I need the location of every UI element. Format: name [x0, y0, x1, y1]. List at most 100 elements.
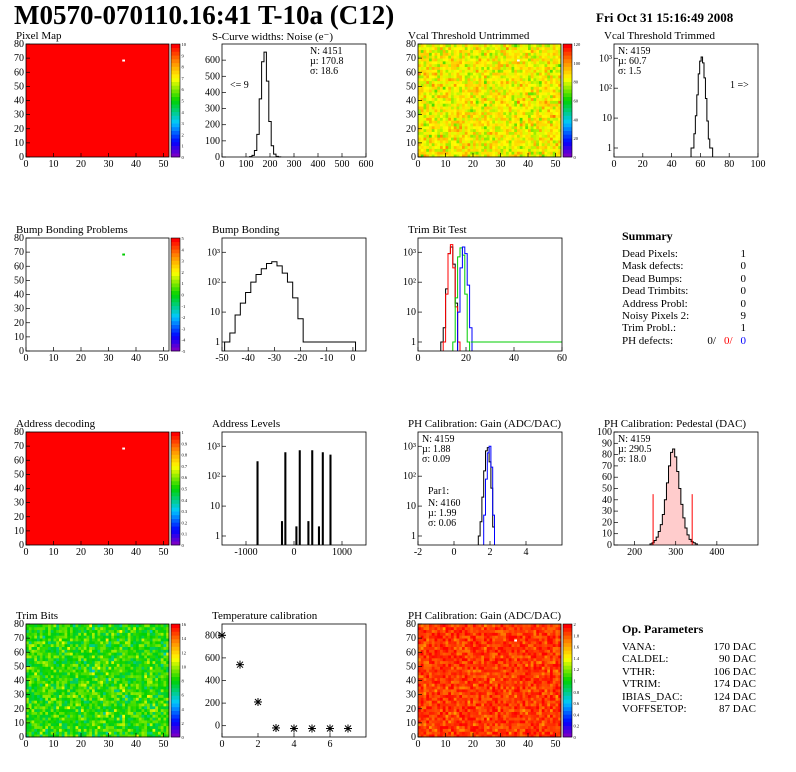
heatmap-cell: [67, 652, 71, 656]
heatmap-cell: [61, 680, 65, 684]
heatmap-cell: [437, 128, 441, 132]
x-tick-label: 0: [220, 739, 225, 750]
heatmap-cell: [418, 677, 422, 681]
heatmap-cell: [141, 686, 145, 690]
heatmap-cell: [31, 691, 35, 696]
heatmap-cell: [519, 131, 523, 135]
heatmap-cell: [429, 75, 433, 79]
heatmap-cell: [119, 655, 123, 659]
heatmap-cell: [166, 720, 170, 724]
heatmap-cell: [116, 660, 120, 664]
heatmap-cell: [147, 624, 151, 628]
heatmap-cell: [420, 114, 424, 118]
heatmap-cell: [462, 151, 466, 155]
heatmap-cell: [492, 60, 496, 65]
heatmap-cell: [519, 100, 523, 104]
heatmap-cell: [423, 86, 427, 90]
heatmap-cell: [456, 94, 460, 99]
heatmap-cell: [536, 100, 540, 104]
heatmap-cell: [437, 92, 441, 96]
heatmap-cell: [103, 720, 107, 724]
heatmap-cell: [34, 711, 38, 715]
heatmap-cell: [517, 111, 521, 116]
heatmap-cell: [475, 111, 479, 116]
heatmap-cell: [72, 731, 76, 735]
heatmap-cell: [467, 86, 471, 90]
heatmap-cell: [108, 680, 112, 684]
heatmap-cell: [111, 674, 115, 679]
heatmap-cell: [111, 691, 115, 696]
heatmap-cell: [511, 142, 515, 147]
heatmap-cell: [519, 154, 523, 158]
heatmap-cell: [125, 640, 129, 645]
heatmap-cell: [495, 128, 499, 132]
heatmap-cell: [445, 145, 449, 149]
heatmap-cell: [67, 635, 71, 639]
heatmap-cell: [136, 677, 140, 681]
heatmap-cell: [423, 728, 427, 732]
heatmap-cell: [423, 108, 427, 113]
heatmap-cell: [473, 69, 477, 73]
heatmap-cell: [166, 638, 170, 642]
histogram-series-0: [649, 448, 698, 545]
heatmap-cell: [437, 63, 441, 67]
heatmap-cell: [473, 66, 477, 70]
heatmap-cell: [475, 145, 479, 149]
heatmap-cell: [544, 75, 548, 79]
heatmap-cell: [530, 123, 534, 127]
heatmap-cell: [100, 672, 104, 676]
heatmap-cell: [28, 638, 32, 642]
heatmap-cell: [464, 80, 468, 84]
heatmap-cell: [42, 711, 46, 715]
heatmap-cell: [127, 626, 131, 631]
palette-swatch: [563, 111, 572, 116]
heatmap-cell: [456, 108, 460, 113]
heatmap-cell: [114, 720, 118, 724]
heatmap-cell: [89, 638, 93, 642]
heatmap-cell: [420, 674, 424, 679]
heatmap-cell: [426, 94, 430, 99]
heatmap-cell: [536, 89, 540, 93]
heatmap-cell: [78, 649, 82, 653]
palette-swatch: [563, 89, 572, 94]
heatmap-cell: [481, 77, 485, 82]
heatmap-cell: [163, 624, 167, 628]
heatmap-cell: [420, 635, 424, 639]
heatmap-cell: [552, 44, 556, 48]
heatmap-cell: [547, 44, 551, 48]
heatmap-cell: [558, 111, 562, 116]
heatmap-cell: [440, 154, 444, 158]
palette-swatch: [171, 74, 180, 79]
heatmap-cell: [67, 683, 71, 687]
heatmap-cell: [481, 55, 485, 59]
heatmap-cell: [500, 123, 504, 127]
heatmap-cell: [78, 677, 82, 681]
heatmap-cell: [67, 674, 71, 679]
y-tick-label: 50: [14, 661, 24, 672]
heatmap-cell: [67, 663, 71, 667]
heatmap-cell: [138, 660, 142, 664]
heatmap-cell: [26, 649, 30, 653]
heatmap-cell: [497, 134, 501, 138]
heatmap-cell: [453, 103, 457, 107]
heatmap-cell: [437, 117, 441, 121]
stat-line: σ: 18.6: [310, 66, 338, 77]
heatmap-cell: [89, 688, 93, 693]
x-tick-label: 6: [328, 739, 333, 750]
heatmap-cell: [86, 672, 90, 676]
heatmap-cell: [495, 140, 499, 144]
heatmap-cell: [544, 131, 548, 135]
heatmap-cell: [100, 680, 104, 684]
heatmap-cell: [453, 92, 457, 96]
heatmap-cell: [448, 49, 452, 53]
heatmap-cell: [122, 703, 126, 707]
heatmap-cell: [67, 694, 71, 698]
heatmap-cell: [116, 626, 120, 631]
heatmap-cell: [163, 669, 167, 673]
heatmap-cell: [506, 154, 510, 158]
heatmap-cell: [478, 134, 482, 138]
heatmap-cell: [144, 632, 148, 636]
heatmap-cell: [152, 734, 156, 738]
histogram-bar: [256, 461, 259, 545]
